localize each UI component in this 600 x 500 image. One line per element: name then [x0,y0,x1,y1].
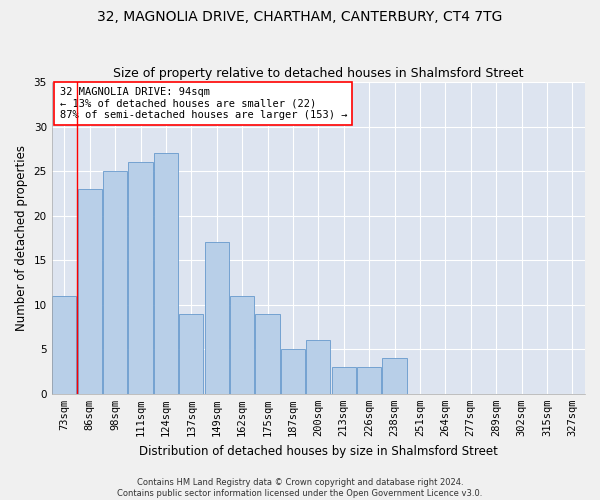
Bar [77,189,102,394]
Bar [103,171,127,394]
Text: Contains HM Land Registry data © Crown copyright and database right 2024.
Contai: Contains HM Land Registry data © Crown c… [118,478,482,498]
Bar [281,350,305,394]
Text: 32 MAGNOLIA DRIVE: 94sqm
← 13% of detached houses are smaller (22)
87% of semi-d: 32 MAGNOLIA DRIVE: 94sqm ← 13% of detach… [59,86,347,120]
Bar [357,367,381,394]
Bar [332,367,356,394]
Text: 32, MAGNOLIA DRIVE, CHARTHAM, CANTERBURY, CT4 7TG: 32, MAGNOLIA DRIVE, CHARTHAM, CANTERBURY… [97,10,503,24]
Bar [179,314,203,394]
Bar [52,296,76,394]
Bar [382,358,407,394]
Bar [205,242,229,394]
Y-axis label: Number of detached properties: Number of detached properties [15,145,28,331]
Title: Size of property relative to detached houses in Shalmsford Street: Size of property relative to detached ho… [113,66,524,80]
Bar [154,154,178,394]
Bar [256,314,280,394]
X-axis label: Distribution of detached houses by size in Shalmsford Street: Distribution of detached houses by size … [139,444,498,458]
Bar [230,296,254,394]
Bar [128,162,152,394]
Bar [306,340,331,394]
